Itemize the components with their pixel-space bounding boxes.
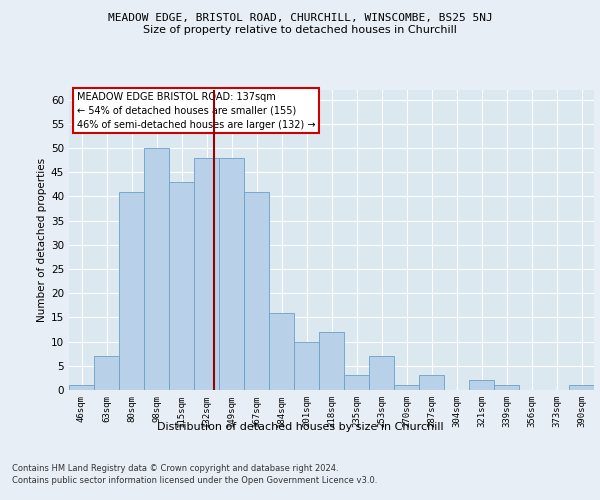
Bar — [144, 148, 169, 390]
Text: MEADOW EDGE BRISTOL ROAD: 137sqm
← 54% of detached houses are smaller (155)
46% : MEADOW EDGE BRISTOL ROAD: 137sqm ← 54% o… — [77, 92, 316, 130]
Bar — [569, 385, 594, 390]
Bar — [319, 332, 344, 390]
Bar — [244, 192, 269, 390]
Bar — [394, 385, 419, 390]
Text: MEADOW EDGE, BRISTOL ROAD, CHURCHILL, WINSCOMBE, BS25 5NJ: MEADOW EDGE, BRISTOL ROAD, CHURCHILL, WI… — [107, 12, 493, 22]
Text: Distribution of detached houses by size in Churchill: Distribution of detached houses by size … — [157, 422, 443, 432]
Bar — [494, 385, 519, 390]
Bar — [119, 192, 144, 390]
Bar — [94, 356, 119, 390]
Bar — [219, 158, 244, 390]
Bar — [169, 182, 194, 390]
Text: Contains HM Land Registry data © Crown copyright and database right 2024.: Contains HM Land Registry data © Crown c… — [12, 464, 338, 473]
Bar — [344, 376, 369, 390]
Bar — [419, 376, 444, 390]
Bar — [294, 342, 319, 390]
Text: Size of property relative to detached houses in Churchill: Size of property relative to detached ho… — [143, 25, 457, 35]
Bar — [369, 356, 394, 390]
Bar — [469, 380, 494, 390]
Bar — [194, 158, 219, 390]
Y-axis label: Number of detached properties: Number of detached properties — [37, 158, 47, 322]
Bar — [269, 312, 294, 390]
Text: Contains public sector information licensed under the Open Government Licence v3: Contains public sector information licen… — [12, 476, 377, 485]
Bar — [69, 385, 94, 390]
